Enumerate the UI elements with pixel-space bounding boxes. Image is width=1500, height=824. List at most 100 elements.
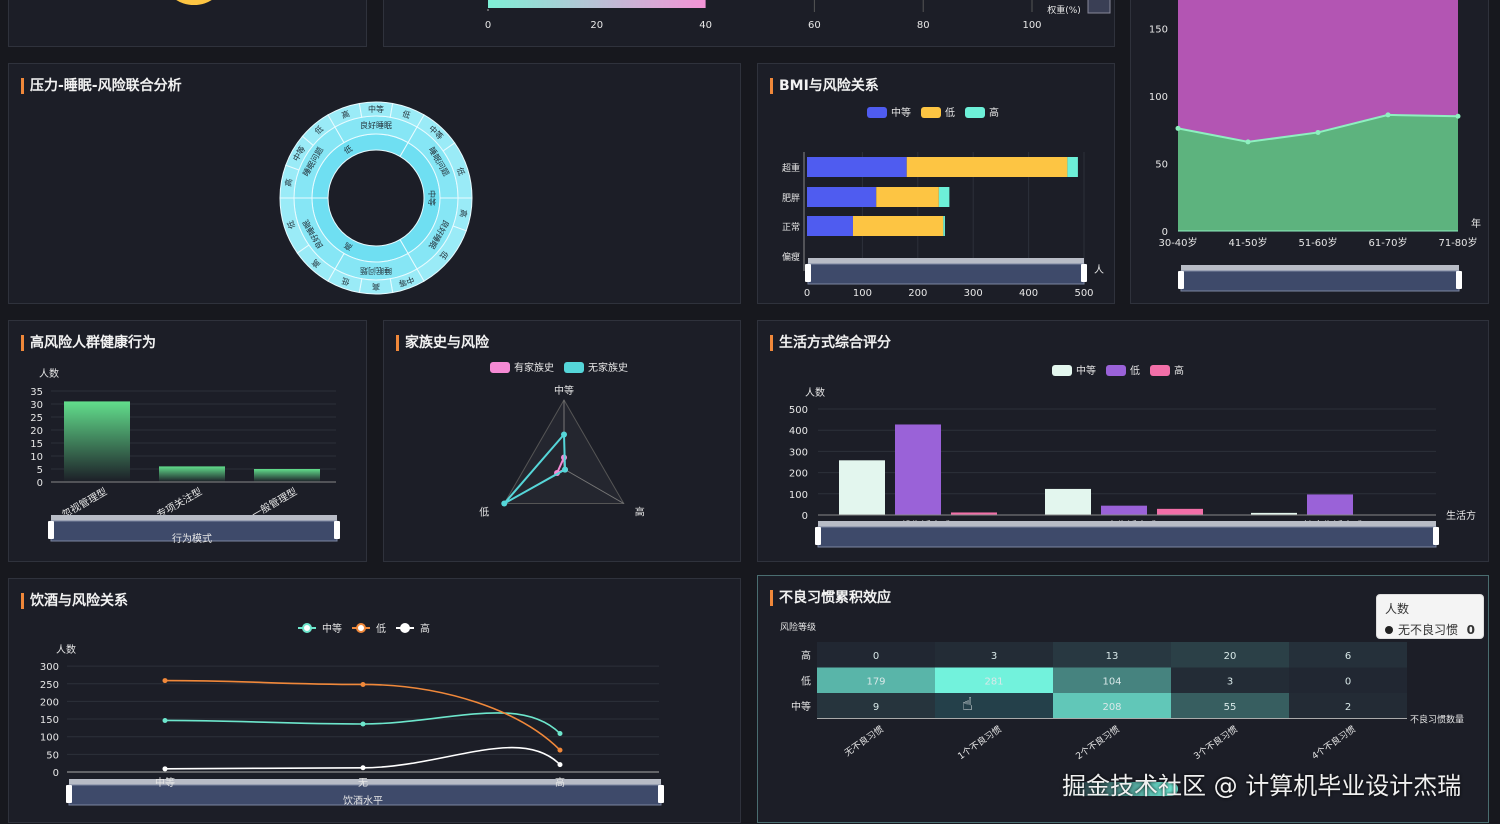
- x-tick-label: 40: [699, 20, 712, 31]
- heatmap-cell: [1171, 667, 1289, 693]
- bar-低: [906, 157, 1068, 177]
- sunburst-label: 良好睡眠: [360, 120, 392, 130]
- radar-point: [561, 466, 568, 473]
- radar-indicator-label: 低: [479, 506, 489, 519]
- bar-低: [876, 187, 939, 207]
- bmi-panel: BMI与风险关系 中等 低 高超重 肥胖 正常 偏瘦 0 100 200 300 400 500 人: [757, 63, 1115, 304]
- heatmap-cell: [1053, 642, 1171, 668]
- data-point: [1245, 139, 1251, 145]
- heatmap-cell-value: 9: [873, 702, 879, 713]
- bmi-zoom-slider-handle-right[interactable]: [1081, 264, 1087, 282]
- bar-专项关注型: [159, 466, 225, 482]
- y-tick-label: 中等: [791, 700, 811, 713]
- area-series-2: [1178, 0, 1458, 142]
- y-tick-label: 300: [789, 447, 808, 458]
- x-axis-label: 饮酒水平: [343, 794, 383, 807]
- legend-swatch: [867, 107, 887, 118]
- x-axis-label: 年: [1471, 217, 1481, 230]
- heatmap-cell: [1289, 642, 1407, 668]
- bar-高: [1067, 157, 1078, 177]
- age-zoom-slider-handle-right[interactable]: [1456, 271, 1462, 289]
- bmi-zoom-slider-handle-left[interactable]: [805, 264, 811, 282]
- legend-label: 低: [376, 622, 386, 635]
- heatmap-tooltip: 人数 无不良习惯 0: [1376, 594, 1484, 639]
- behavior-zoom-slider-handle-right[interactable]: [334, 521, 340, 539]
- y-axis-label: 人数: [56, 643, 76, 656]
- tooltip-value: 0: [1466, 622, 1475, 637]
- x-tick-label: 71-80岁: [1438, 236, 1477, 249]
- legend-label: 低: [1130, 364, 1140, 377]
- y-tick-label: 50: [46, 750, 59, 761]
- heatmap-cell: [1289, 667, 1407, 693]
- visual-map-slider[interactable]: [1063, 782, 1178, 796]
- x-axis-label: 人: [1094, 264, 1104, 276]
- behavior-panel: 高风险人群健康行为 0 5 10 15 20 25 30 35 人数 忽视管理型 专项关注型 一般管理…: [8, 320, 367, 562]
- x-tick-label: 20: [590, 20, 603, 31]
- y-tick-label: 0: [37, 478, 43, 489]
- data-point: [1315, 129, 1321, 135]
- x-tick-label: 300: [964, 288, 983, 299]
- alcohol-panel: 饮酒与风险关系 中等低高人数 0 50 100 150 200 250 300 中等无高饮酒水平: [8, 578, 741, 823]
- y-axis-label: 人数: [39, 367, 59, 380]
- bar-中等: [839, 460, 885, 515]
- x-tick-label: 3个不良习惯: [1191, 723, 1239, 762]
- x-tick-label: 60: [808, 20, 821, 31]
- alcohol-zoom-slider-handle-left[interactable]: [66, 785, 72, 803]
- legend-label: 中等: [1076, 364, 1096, 377]
- heatmap-cell-value: 3: [991, 651, 997, 662]
- radar-point: [561, 431, 567, 438]
- behavior-zoom-slider-handle-left[interactable]: [48, 521, 54, 539]
- lifestyle-zoom-slider-handle-right[interactable]: [1433, 527, 1439, 545]
- x-tick-label: 80: [917, 20, 930, 31]
- legend-marker: [400, 623, 410, 633]
- lifestyle-zoom-slider-track: [818, 521, 1436, 527]
- y-tick-label: 200: [40, 697, 59, 708]
- panel-title: 不良习惯累积效应: [770, 590, 891, 606]
- lifestyle-zoom-slider-window: [817, 526, 1437, 548]
- heatmap-cell-value: 179: [866, 677, 885, 688]
- bar-高: [1157, 508, 1203, 515]
- scroll-handle[interactable]: [1087, 0, 1111, 14]
- y-tick-label: 100: [1149, 92, 1168, 103]
- series-dot-icon: [1385, 625, 1393, 634]
- heatmap-cell: [817, 642, 935, 668]
- heatmap-cell-value: 0: [1345, 677, 1351, 688]
- lifestyle-panel: 生活方式综合评分 中等低高人数0100200300400500一般生活方式不良生…: [757, 320, 1489, 562]
- y-tick-label: 200: [789, 469, 808, 480]
- lifestyle-zoom-slider-handle-left[interactable]: [815, 527, 821, 545]
- y-tick-label: 20: [30, 426, 43, 437]
- heatmap-cell-value: 55: [1224, 702, 1237, 713]
- y-tick-label: 偏瘦: [782, 251, 800, 263]
- alcohol-zoom-slider-handle-right[interactable]: [658, 785, 664, 803]
- y-tick-label: 5: [37, 465, 43, 476]
- x-tick-label: 2个不良习惯: [1073, 723, 1121, 762]
- heatmap-cell-value: 6: [1345, 651, 1351, 662]
- legend-label: 高: [1174, 364, 1184, 377]
- panel-title: 高风险人群健康行为: [21, 335, 156, 351]
- bmi-zoom-slider-window: [807, 263, 1085, 285]
- bar-中等: [1251, 512, 1297, 515]
- age-zoom-slider-handle-left[interactable]: [1178, 271, 1184, 289]
- panel-title: 饮酒与风险关系: [21, 593, 128, 609]
- alcohol-zoom-slider-track: [69, 779, 661, 785]
- stress-sleep-panel: 压力-睡眠-风险联合分析 中等 睡眠问题 中等低良好睡眠高低高睡眠问题 中等高低良好睡…: [8, 63, 741, 304]
- x-axis-label: 行为模式: [172, 532, 212, 545]
- x-tick-label: 30-40岁: [1158, 236, 1197, 249]
- x-tick-label: 1个不良习惯: [955, 723, 1003, 762]
- data-point: [162, 717, 168, 723]
- heatmap-cell-value: 208: [1102, 702, 1121, 713]
- y-tick-label: 0: [53, 768, 59, 779]
- heatmap-cell-value: 2: [1345, 702, 1351, 713]
- x-tick-label: 61-70岁: [1368, 236, 1407, 249]
- legend-marker: [356, 623, 366, 633]
- y-tick-label: 超重: [782, 162, 800, 174]
- panel-title: 家族史与风险: [396, 335, 489, 351]
- bar-中等: [807, 157, 907, 177]
- bar-低: [1101, 505, 1147, 515]
- data-point: [1385, 112, 1391, 118]
- weight-panel: 0 20 40 60 80 100 权重(%): [383, 0, 1115, 47]
- bar-忽视管理型: [64, 401, 130, 482]
- legend-label: 中等: [891, 106, 911, 119]
- panel-title: BMI与风险关系: [770, 78, 879, 94]
- legend-swatch: [1106, 365, 1126, 376]
